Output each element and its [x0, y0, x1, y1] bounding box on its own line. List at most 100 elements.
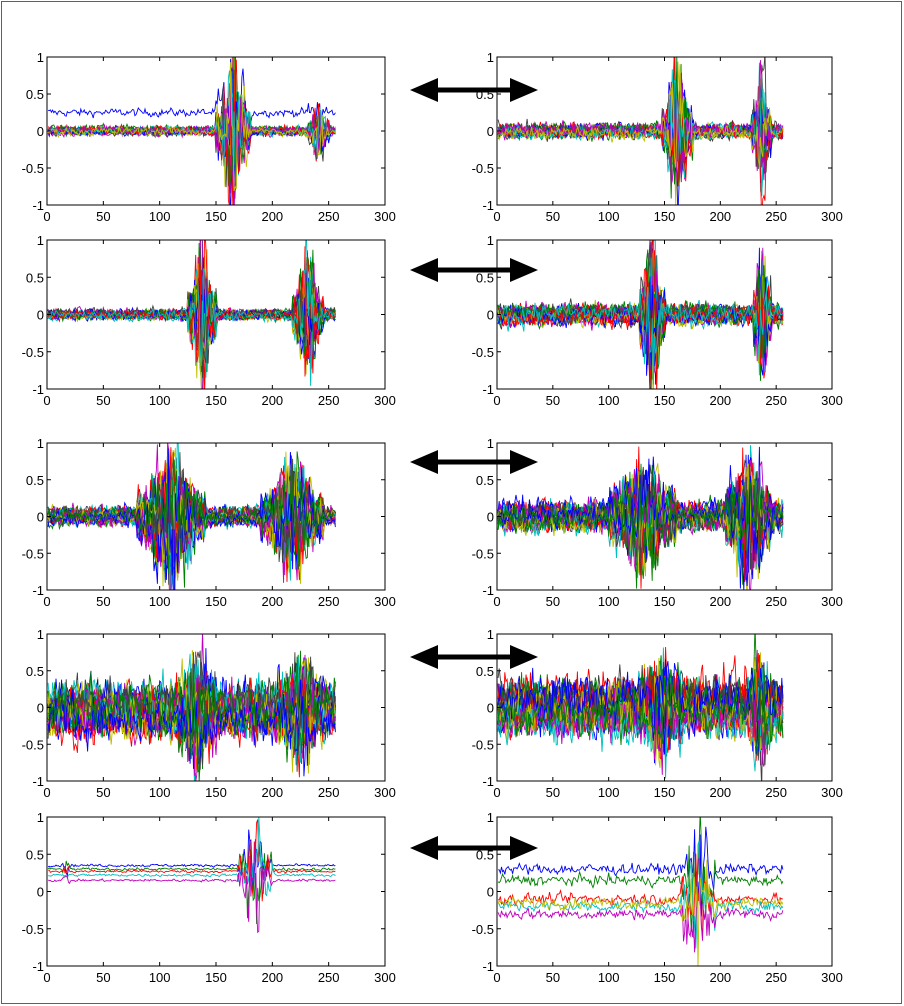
x-tick-label: 200	[709, 209, 731, 224]
series-line	[47, 459, 336, 574]
y-tick-label: 0	[487, 510, 494, 525]
series-group	[47, 817, 336, 934]
x-tick-label: 250	[318, 785, 340, 800]
x-tick-label: 100	[598, 393, 620, 408]
series-line	[497, 853, 783, 935]
double-headed-arrow	[410, 258, 538, 282]
arrow-head-right	[510, 645, 538, 669]
x-tick-label: 300	[374, 970, 396, 985]
x-tick-label: 0	[43, 785, 50, 800]
arrow-head-left	[410, 78, 438, 102]
y-tick-label: 0.5	[476, 664, 494, 679]
series-line	[497, 857, 784, 953]
x-tick-label: 200	[261, 209, 283, 224]
series-line	[47, 829, 336, 891]
y-tick-label: 0.5	[476, 270, 494, 285]
y-tick-label: -0.5	[472, 161, 494, 176]
x-tick-label: 150	[654, 785, 676, 800]
series-line	[47, 62, 336, 192]
x-tick-label: 100	[149, 785, 171, 800]
y-tick-label: 1	[37, 810, 44, 825]
x-tick-label: 50	[96, 785, 110, 800]
series-line	[48, 817, 336, 897]
series-group	[497, 57, 784, 205]
arrow-head-left	[410, 258, 438, 282]
double-headed-arrow	[410, 645, 538, 669]
x-tick-label: 150	[654, 594, 676, 609]
x-tick-label: 250	[318, 970, 340, 985]
x-tick-label: 0	[43, 970, 50, 985]
y-tick-label: -1	[32, 959, 44, 974]
x-tick-label: 200	[709, 785, 731, 800]
y-tick-label: -1	[32, 382, 44, 397]
x-tick-label: 50	[546, 970, 560, 985]
y-tick-label: 1	[37, 627, 44, 642]
y-tick-label: -1	[482, 774, 494, 789]
series-line	[47, 240, 336, 367]
y-tick-label: 1	[487, 50, 494, 65]
arrow-head-right	[510, 836, 538, 860]
series-group	[47, 240, 336, 389]
subplot-r5-c1: 0 50 100 150 200 250 300 1 0.5 0 -0.5 -1	[22, 810, 396, 985]
x-tick-label: 100	[598, 594, 620, 609]
x-tick-label: 300	[374, 393, 396, 408]
x-tick-label: 250	[765, 970, 787, 985]
y-tick-label: 1	[487, 627, 494, 642]
subplot-r4-c2: 0 50 100 150 200 250 300 1 0.5 0 -0.5 -1	[472, 627, 843, 800]
y-tick-label: 0.5	[26, 473, 44, 488]
series-line	[497, 817, 784, 932]
y-tick-label: -1	[482, 198, 494, 213]
y-tick-label: -0.5	[472, 546, 494, 561]
y-tick-label: 1	[487, 233, 494, 248]
y-tick-label: -1	[32, 198, 44, 213]
arrow-head-left	[410, 450, 438, 474]
x-tick-label: 100	[598, 209, 620, 224]
x-tick-label: 100	[149, 594, 171, 609]
x-tick-label: 300	[821, 594, 843, 609]
subplot-r2-c2: 0 50 100 150 200 250 300 1 0.5 0 -0.5 -1	[472, 233, 843, 408]
series-line	[497, 63, 784, 168]
subplot-r4-c1: 0 50 100 150 200 250 300 1 0.5 0 -0.5 -1	[22, 627, 396, 800]
series-group	[497, 817, 784, 966]
x-tick-label: 150	[654, 209, 676, 224]
double-headed-arrow	[410, 836, 538, 860]
y-tick-label: -0.5	[472, 922, 494, 937]
x-tick-label: 0	[43, 594, 50, 609]
arrow-head-right	[510, 78, 538, 102]
subplot-r3-c2: 0 50 100 150 200 250 300 1 0.5 0 -0.5 -1	[472, 436, 843, 609]
series-line	[497, 270, 784, 365]
y-tick-label: 0.5	[476, 473, 494, 488]
y-tick-label: 0	[37, 885, 44, 900]
x-tick-label: 200	[261, 393, 283, 408]
x-tick-label: 300	[374, 594, 396, 609]
series-line	[497, 859, 784, 966]
arrow-head-left	[410, 836, 438, 860]
subplot-r1-c1: 0 50 100 150 200 250 300 1 0.5 0 -0.5 -1	[22, 50, 396, 224]
arrow-group	[410, 78, 538, 860]
x-tick-label: 0	[43, 393, 50, 408]
y-tick-label: 0	[37, 510, 44, 525]
y-tick-label: -0.5	[22, 161, 44, 176]
x-tick-label: 150	[205, 785, 227, 800]
arrow-head-right	[510, 450, 538, 474]
series-line	[497, 661, 784, 755]
x-tick-label: 0	[43, 209, 50, 224]
series-line	[47, 652, 336, 773]
y-tick-label: 1	[487, 436, 494, 451]
arrow-head-left	[410, 645, 438, 669]
arrow-head-right	[510, 258, 538, 282]
series-line	[498, 826, 784, 919]
x-tick-label: 250	[318, 594, 340, 609]
y-tick-label: -0.5	[22, 345, 44, 360]
y-tick-label: -1	[32, 774, 44, 789]
x-tick-label: 200	[261, 785, 283, 800]
x-tick-label: 200	[709, 594, 731, 609]
series-line	[497, 669, 784, 756]
series-line	[48, 57, 336, 174]
y-tick-label: 0	[37, 124, 44, 139]
y-tick-label: -1	[482, 583, 494, 598]
y-tick-label: 0	[487, 124, 494, 139]
double-headed-arrow	[410, 78, 538, 102]
